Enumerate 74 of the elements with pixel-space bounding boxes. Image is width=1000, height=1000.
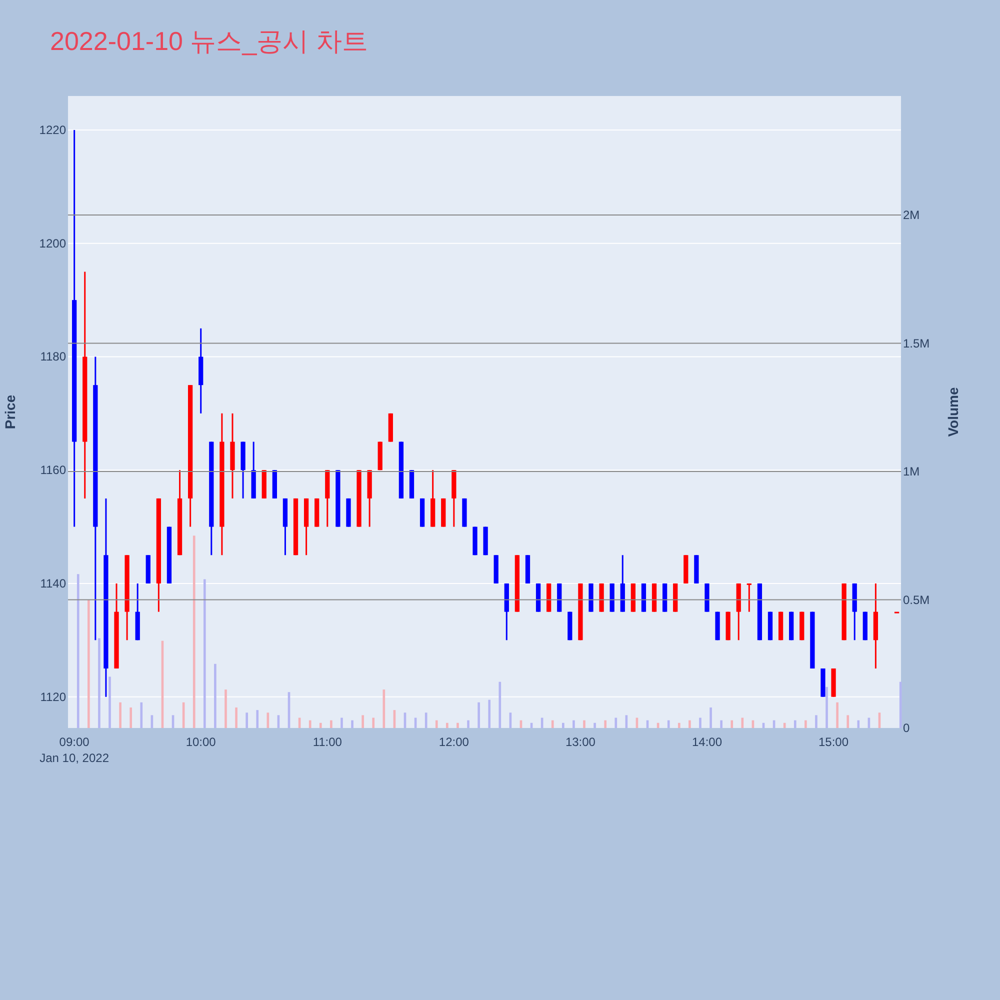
y-tick-label: 1140 [40, 576, 66, 590]
bar [192, 536, 196, 728]
y2-axis-title: Volume [945, 387, 961, 437]
bar [783, 722, 786, 728]
bar [667, 720, 670, 728]
bar [583, 720, 586, 728]
y-tick-label: 1120 [40, 690, 66, 704]
bar [836, 702, 838, 728]
bar [572, 720, 575, 728]
bar [456, 722, 459, 728]
bar [98, 638, 100, 728]
bar [826, 686, 828, 728]
bar [351, 720, 354, 728]
x-tick-label: 12:00 [438, 735, 470, 749]
bar [815, 715, 818, 728]
y2-tick-label: 0.5M [903, 592, 930, 607]
bar [846, 715, 850, 728]
bar [235, 707, 238, 728]
bar [688, 720, 691, 728]
bar [720, 720, 722, 728]
bar [362, 715, 364, 728]
bar [224, 690, 227, 728]
x-tick-label: 13:00 [565, 735, 596, 749]
bar [498, 682, 502, 728]
bar [614, 718, 618, 728]
bar [340, 718, 343, 728]
bar [108, 676, 111, 728]
bar [604, 720, 606, 728]
x-tick-label: 14:00 [692, 735, 722, 749]
x-tick-label: 11:00 [312, 735, 342, 749]
bar [730, 720, 734, 728]
bar [130, 707, 132, 728]
bar [140, 702, 143, 728]
y2-tick-label: 1M [903, 464, 920, 479]
bar [678, 722, 680, 728]
y-tick-label: 1160 [40, 463, 66, 478]
bar [488, 700, 491, 728]
bar [214, 664, 216, 728]
y-axis-title: Price [2, 394, 18, 430]
bar [467, 720, 470, 728]
bar [710, 707, 712, 728]
bar [330, 720, 332, 728]
bar [804, 720, 807, 728]
y2-tick-label: 1.5M [903, 336, 930, 350]
bar [319, 722, 322, 728]
bar [203, 579, 206, 728]
bar [857, 720, 860, 728]
bar [88, 600, 90, 728]
x-tick-label: 09:00 [59, 735, 90, 749]
bar [119, 702, 122, 728]
y2-tick-label: 0 [903, 721, 910, 735]
y-tick-label: 1180 [40, 350, 66, 364]
bar [382, 690, 386, 728]
y-tick-label: 1200 [39, 236, 66, 250]
bar [562, 722, 564, 728]
bar [308, 720, 312, 728]
y-tick-label: 1220 [39, 123, 66, 138]
bar [76, 574, 80, 728]
bar [551, 720, 554, 728]
bar [246, 712, 248, 728]
bar [594, 722, 596, 728]
bar [435, 720, 438, 728]
x-tick-label: 10:00 [186, 735, 216, 749]
bar [446, 722, 448, 728]
chart-title: 2022-01-10 뉴스_공시 차트 [50, 26, 368, 56]
y2-tick-label: 2M [903, 208, 920, 222]
candlestick [746, 582, 752, 613]
bar [372, 718, 375, 728]
x-tick-label: 15:00 [818, 735, 849, 749]
bar [256, 710, 259, 728]
bar [699, 718, 702, 728]
text: Jan 10, 2022 [40, 751, 110, 765]
bar [794, 720, 796, 728]
bar [478, 702, 480, 728]
